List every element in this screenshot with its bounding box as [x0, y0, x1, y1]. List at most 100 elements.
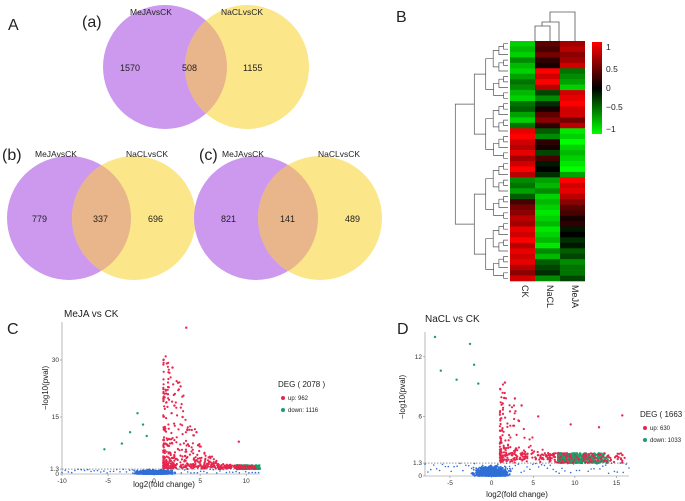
volcano-c-ns-point — [235, 470, 237, 473]
volcano-c-ns-point — [225, 471, 228, 474]
volcano-d-up-point — [589, 452, 593, 455]
row-dendrogram-branch — [503, 136, 508, 143]
volcano-d-ns-point — [488, 465, 490, 468]
volcano-d-ns-point — [487, 469, 490, 472]
volcano-d-ns-point — [593, 467, 595, 470]
volcano-c-up-point — [168, 460, 171, 463]
volcano-d-down-point — [597, 455, 600, 458]
volcano-c-ns-point — [61, 471, 63, 474]
heatmap-cell — [560, 177, 585, 184]
volcano-c-up-point — [182, 442, 185, 445]
heatmap-cell — [560, 62, 585, 69]
volcano-c-up-point — [212, 462, 215, 465]
volcano-c-outlier-point — [181, 415, 184, 419]
volcano-c-ns-point — [165, 469, 168, 472]
venn-a-label: (a) — [82, 14, 102, 31]
row-dendrogram-branch — [503, 119, 508, 126]
volcano-d-up-point — [585, 458, 588, 461]
volcano-d-up-point — [522, 427, 525, 431]
volcano-d-ns-point — [587, 470, 589, 473]
volcano-d-ns-point — [555, 470, 557, 473]
volcano-d-up-point — [525, 460, 528, 463]
volcano-c-up-point — [216, 464, 219, 468]
heatmap-cell — [510, 237, 535, 244]
volcano-d-up-point — [501, 408, 504, 411]
volcano-d-ns-point — [456, 465, 458, 468]
venn-a-right-set-name: NaCLvsCK — [221, 7, 263, 17]
volcano-c-outlier-point — [237, 440, 240, 443]
column-dendrogram-root — [549, 11, 576, 41]
volcano-d-ns-point — [607, 472, 610, 475]
volcano-c-up-point — [176, 458, 179, 462]
volcano-d-up-point — [603, 452, 606, 455]
volcano-c-up-point — [194, 456, 197, 459]
heatmap-cell — [535, 122, 560, 129]
heatmap-cell — [510, 259, 535, 265]
volcano-d-ns-point — [575, 469, 578, 472]
heatmap-grid — [510, 41, 585, 282]
volcano-c-ns-point — [170, 471, 173, 473]
heatmap-cell — [535, 46, 560, 53]
heatmap-cell — [510, 41, 535, 47]
panel-letter-b: B — [396, 9, 407, 26]
volcano-c-up-point — [173, 453, 176, 457]
heatmap-cell — [535, 188, 560, 195]
volcano-c-ns-point — [99, 471, 102, 473]
heatmap-cell — [560, 95, 585, 102]
volcano-c-legend-up-dot — [281, 396, 285, 400]
heatmap-cell — [510, 231, 535, 238]
volcano-d-up-point — [513, 417, 516, 421]
volcano-d-up-points — [498, 383, 626, 464]
volcano-c-ns-point — [148, 471, 151, 474]
volcano-c-ns-point — [162, 469, 165, 472]
heatmap-cell — [535, 264, 560, 271]
volcano-d-up-point — [506, 454, 509, 457]
heatmap-cell — [535, 275, 560, 282]
volcano-d-ns-point — [529, 468, 531, 471]
heatmap-cell — [560, 57, 585, 64]
volcano-d-up-point — [505, 458, 508, 461]
volcano-d-up-point — [499, 410, 502, 413]
volcano-d-ns-point — [499, 470, 501, 473]
volcano-c-up-point — [179, 461, 182, 464]
volcano-c-up-point — [163, 392, 166, 395]
volcano-d-y-tick-label: 12 — [415, 354, 423, 361]
heatmap-cell — [535, 133, 560, 140]
heatmap-cell — [535, 62, 560, 69]
volcano-d-ns-point — [613, 470, 616, 473]
heatmap-cell — [510, 84, 535, 91]
volcano-c-ns-point — [206, 471, 208, 474]
volcano-d-up-point — [531, 456, 534, 459]
volcano-c-up-point — [173, 424, 176, 427]
heatmap-cell — [560, 122, 585, 129]
heatmap-cell — [510, 166, 535, 173]
volcano-c-up-point — [220, 465, 223, 468]
heatmap-cell — [510, 215, 535, 222]
row-dendrogram-branch — [503, 272, 508, 279]
volcano-c-up-point — [180, 403, 183, 406]
volcano-d-ns-point — [491, 469, 494, 472]
volcano-d-up-point — [556, 452, 560, 455]
volcano-c-ns-point — [168, 471, 171, 474]
volcano-c-down-point — [257, 465, 260, 468]
volcano-d-ns-point — [498, 474, 501, 477]
volcano-c-up-point — [167, 377, 170, 381]
heatmap-col-label-ck: CK — [520, 285, 530, 298]
volcano-d-ns-point — [558, 472, 560, 475]
volcano-d-ns-point — [494, 468, 496, 471]
volcano-c-ns-point — [166, 472, 169, 474]
volcano-d-ns-point — [481, 468, 484, 470]
heatmap-cell — [535, 253, 560, 260]
heatmap-cell — [535, 106, 560, 113]
volcano-d-up-point — [560, 455, 563, 458]
volcano-c-up-points — [162, 355, 257, 471]
volcano-c-up-point — [162, 449, 165, 452]
volcano-d-ns-point — [481, 464, 484, 467]
row-dendrogram — [454, 43, 508, 279]
volcano-d-up-point — [508, 434, 511, 437]
volcano-d-ns-point — [549, 464, 552, 467]
volcano-c-ns-point — [125, 471, 128, 473]
heatmap-cell — [535, 204, 560, 211]
